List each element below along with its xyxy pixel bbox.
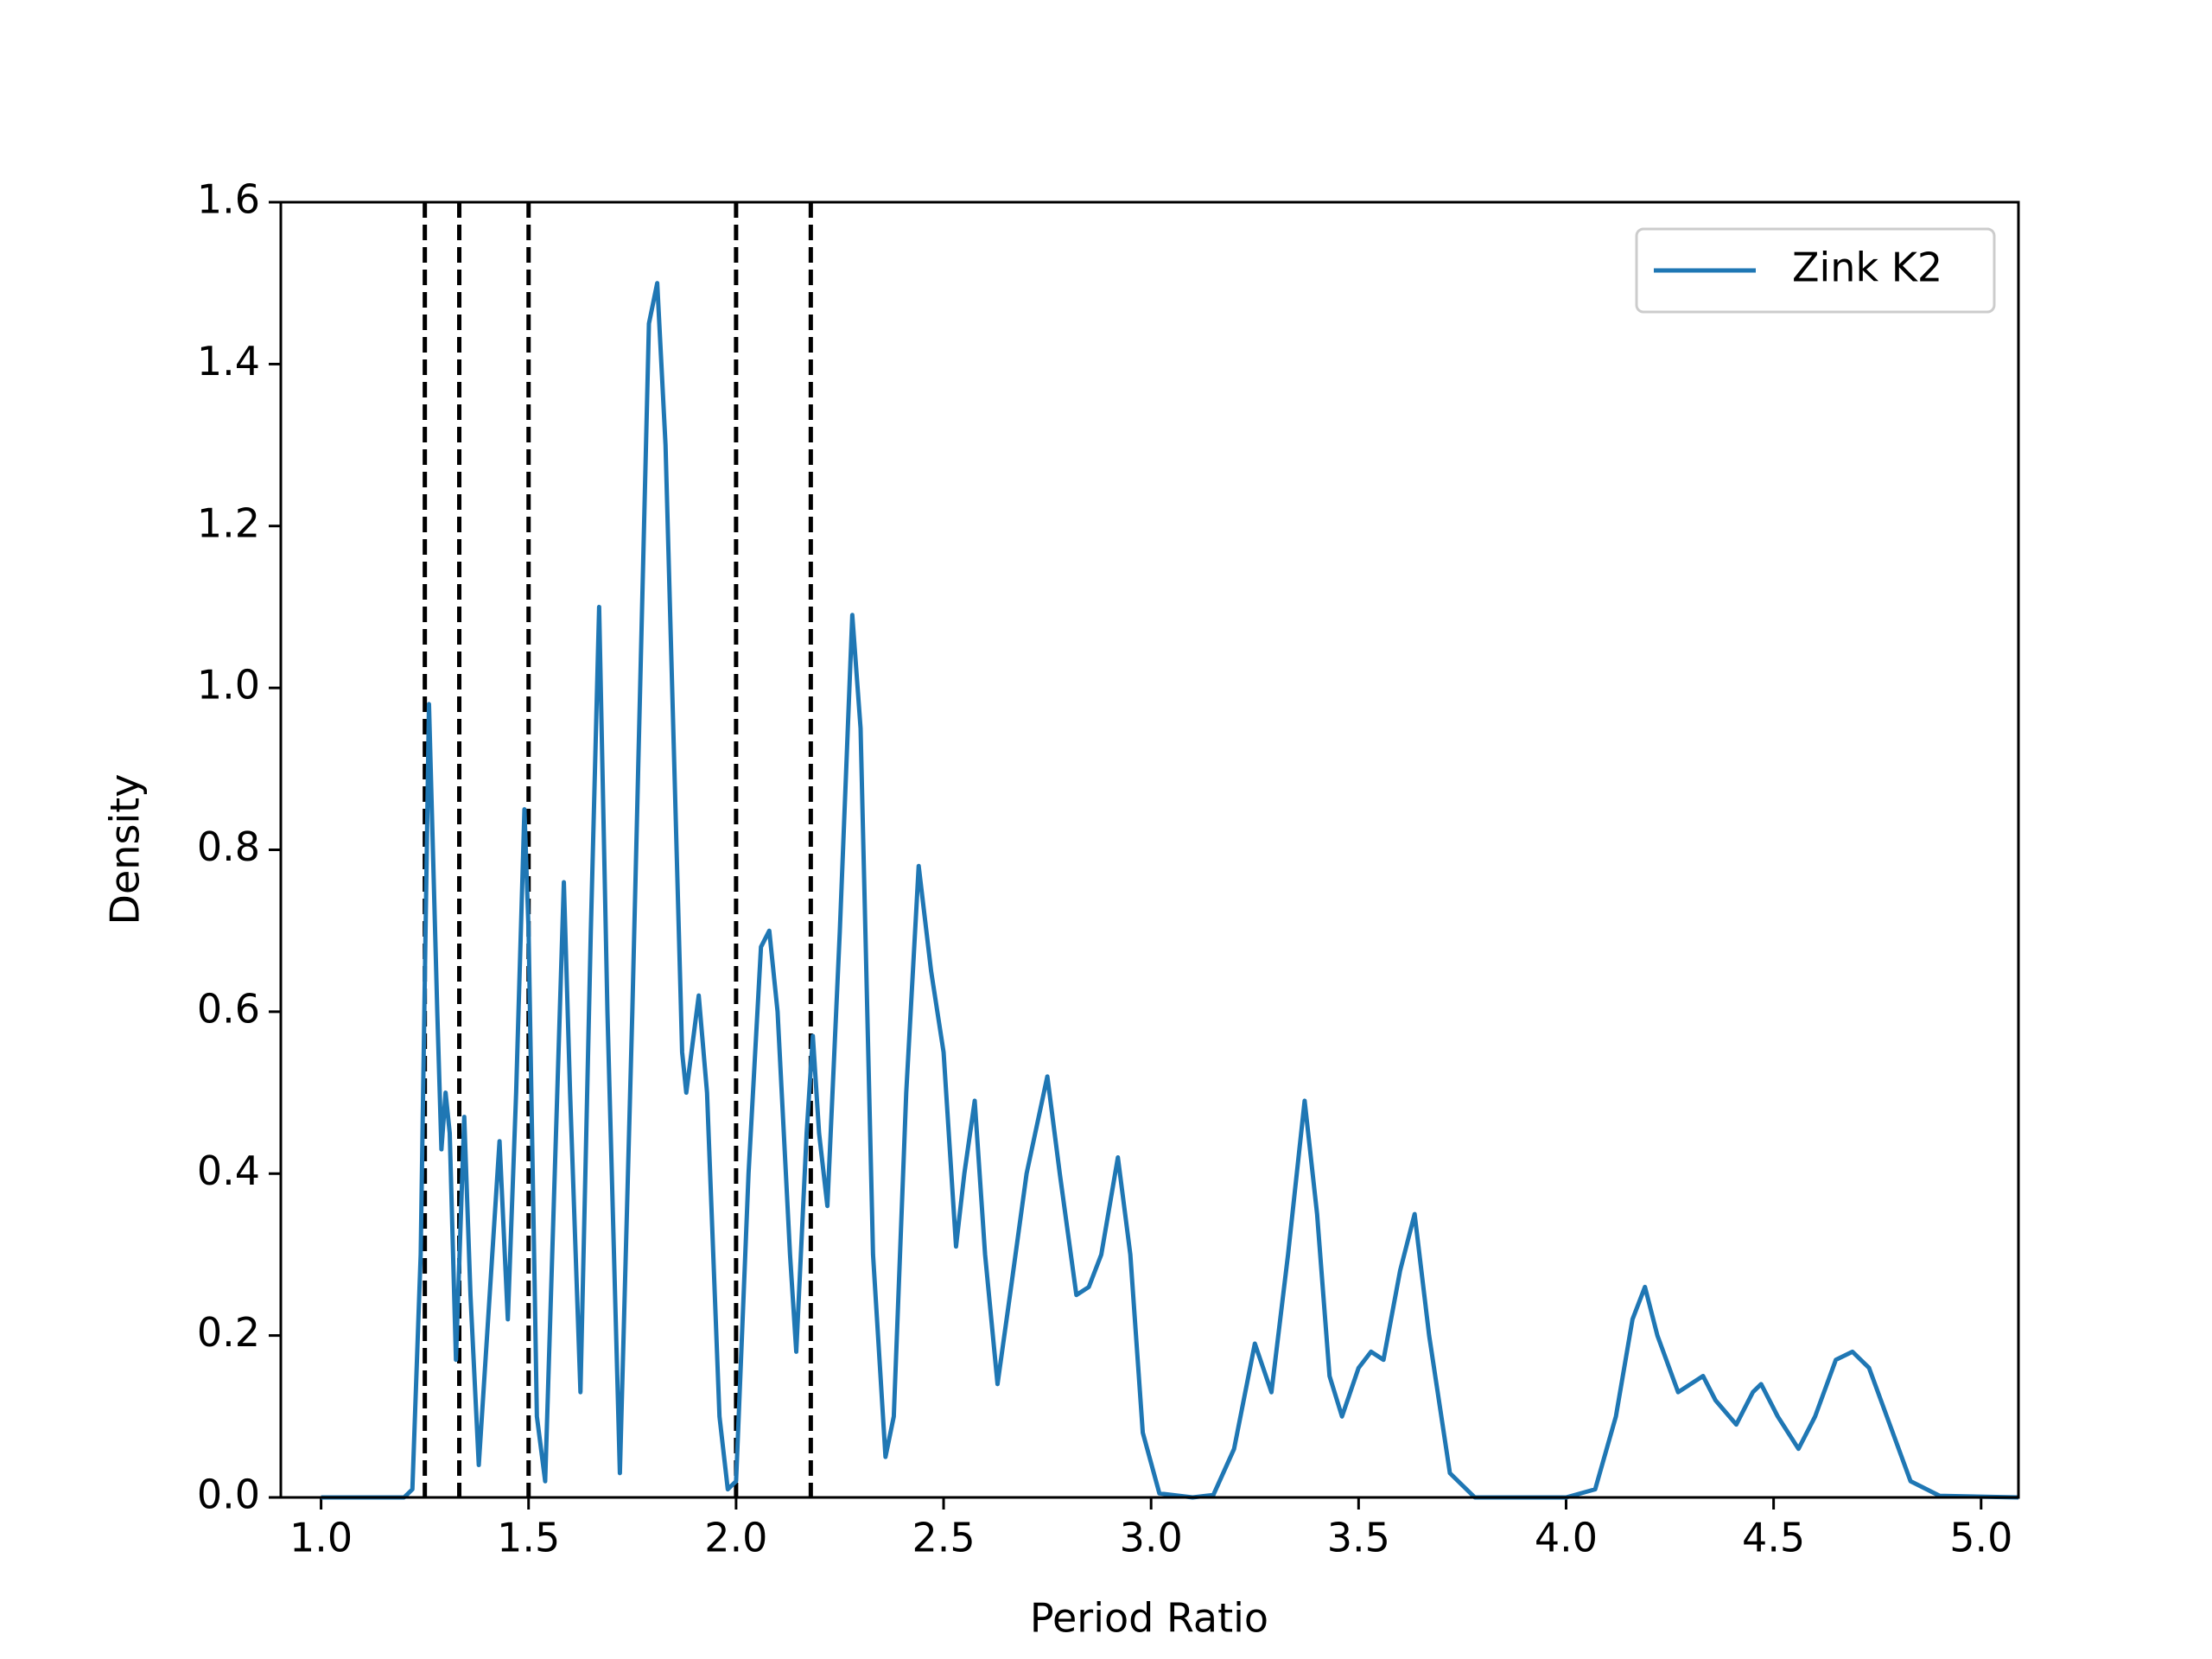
y-tick-label: 0.8 (197, 823, 260, 870)
legend-box (1635, 227, 1996, 314)
x-axis-label: Period Ratio (1030, 1595, 1268, 1642)
x-tick-label: 3.0 (1120, 1515, 1183, 1561)
x-tick-label: 2.5 (912, 1515, 975, 1561)
y-tick-label: 1.4 (197, 338, 260, 385)
y-axis-label: Density (102, 774, 149, 925)
x-tick-label: 3.5 (1327, 1515, 1390, 1561)
y-tick-label: 0.2 (197, 1309, 260, 1356)
x-tick-label: 1.0 (289, 1515, 353, 1561)
y-tick-label: 1.0 (197, 662, 260, 709)
y-tick-label: 0.4 (197, 1147, 260, 1194)
x-tick-label: 4.0 (1535, 1515, 1598, 1561)
x-tick-label: 1.5 (497, 1515, 560, 1561)
line-series (321, 281, 2019, 1500)
y-tick-label: 1.2 (197, 499, 260, 546)
plot-frame (279, 200, 2020, 1499)
x-tick-label: 5.0 (1949, 1515, 2012, 1561)
x-tick-label: 4.5 (1742, 1515, 1805, 1561)
x-tick-label: 2.0 (704, 1515, 767, 1561)
y-tick-label: 0.6 (197, 985, 260, 1032)
y-tick-label: 1.6 (197, 176, 260, 223)
legend-label: Zink K2 (1792, 245, 1942, 291)
y-tick-label: 0.0 (197, 1471, 260, 1518)
